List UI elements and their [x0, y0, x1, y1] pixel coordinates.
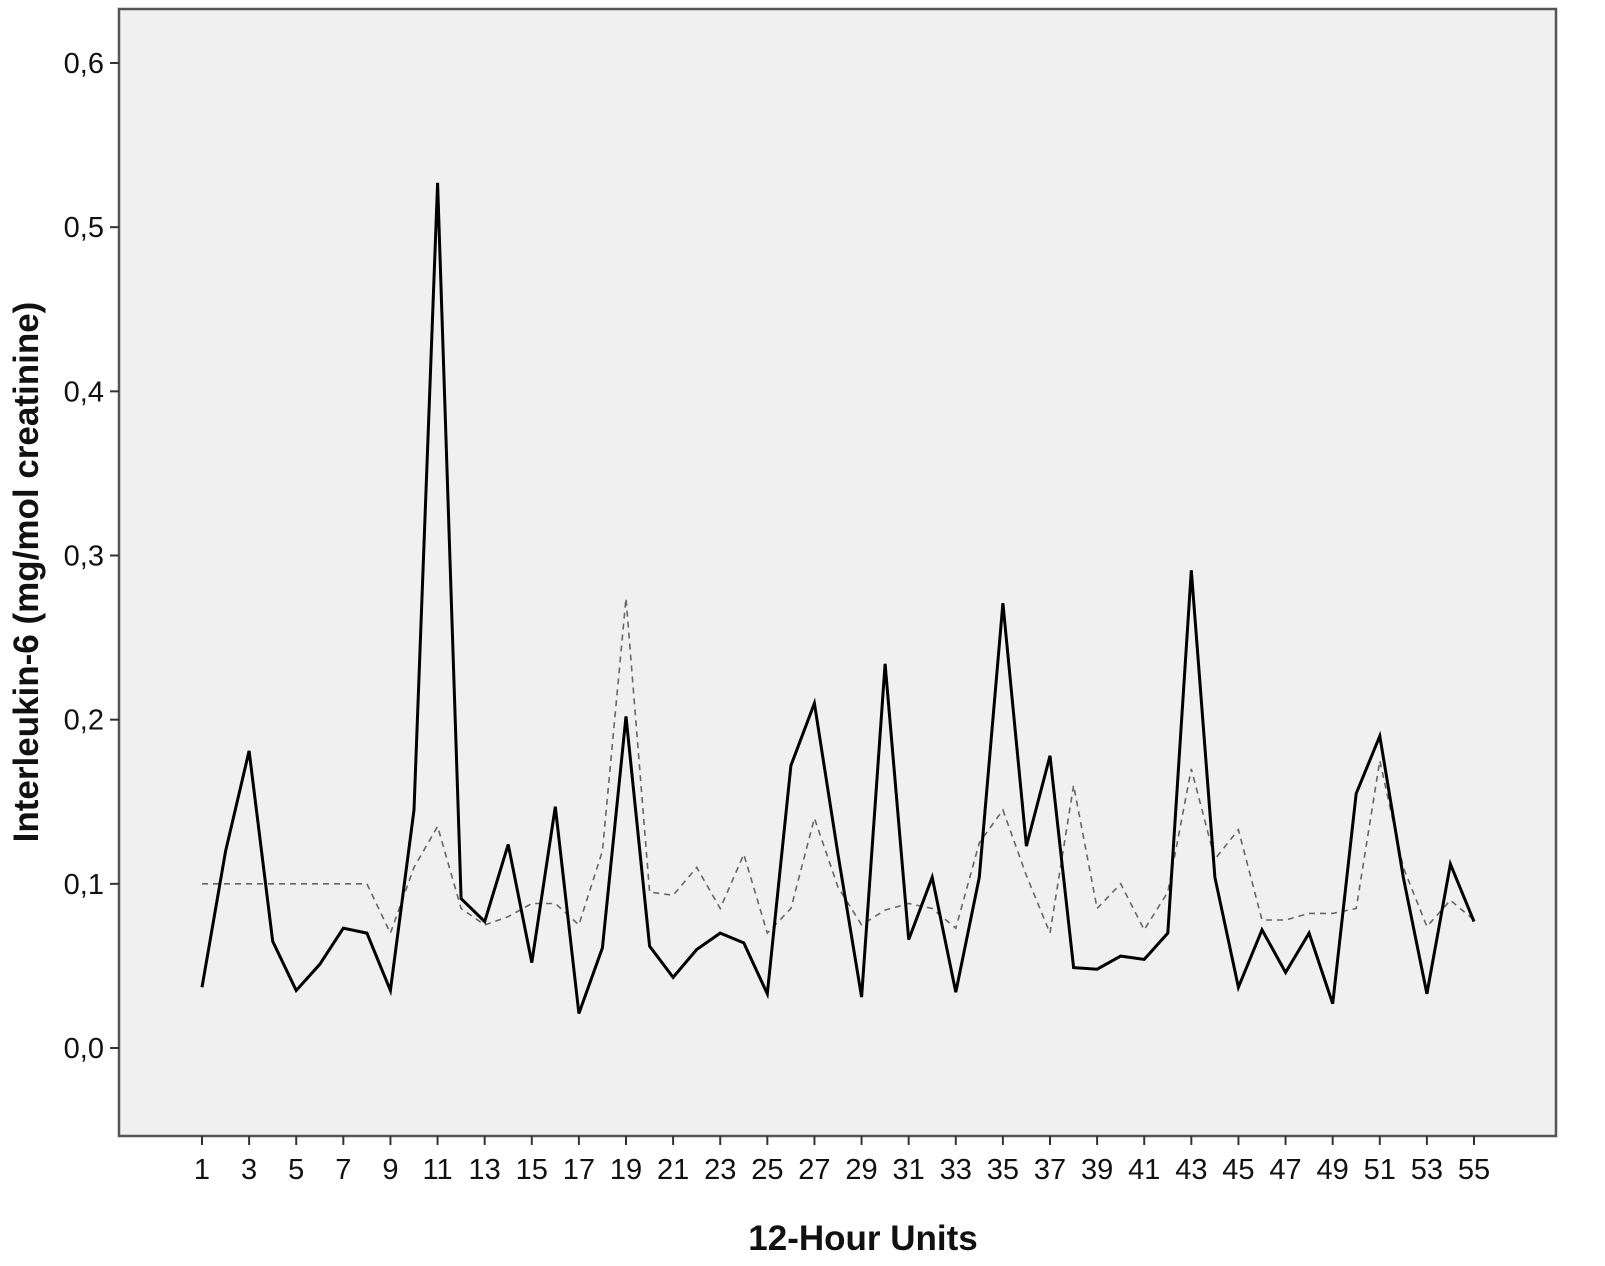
series-layer	[200, 182, 1476, 1015]
x-tick-label: 19	[610, 1154, 642, 1186]
x-tick-label: 39	[1081, 1154, 1113, 1186]
x-tick-label: 21	[657, 1154, 689, 1186]
x-tick-label: 17	[563, 1154, 595, 1186]
y-tick-label: 0,6	[64, 48, 104, 80]
x-tick-label: 11	[423, 1154, 453, 1186]
x-tick-label: 31	[893, 1154, 925, 1186]
plot-area	[117, 7, 1558, 1138]
x-axis-title: 12-Hour Units	[748, 1219, 977, 1258]
x-tick-label: 1	[194, 1154, 210, 1186]
y-tick-label: 0,4	[64, 376, 104, 408]
x-tick-label: 3	[241, 1154, 257, 1186]
x-tick-label: 33	[940, 1154, 972, 1186]
x-tick-label: 7	[335, 1154, 351, 1186]
x-tick-label: 5	[288, 1154, 304, 1186]
x-tick-label: 53	[1411, 1154, 1443, 1186]
y-tick-label: 0,1	[64, 869, 104, 901]
x-axis: 1 3 5 7 9 11 13 15 17 19 21 23 25 27 29 31 33 35 37 39 41 43 4…	[194, 1136, 1490, 1186]
x-tick-label: 15	[516, 1154, 548, 1186]
y-tick-label: 0,0	[64, 1033, 104, 1065]
y-axis: 0,0 0,1 0,2 0,3 0,4 0,5 0,6	[64, 48, 119, 1065]
x-tick-label: 49	[1317, 1154, 1349, 1186]
y-tick-label: 0,3	[64, 541, 104, 573]
y-tick-label: 0,5	[64, 212, 104, 244]
x-tick-label: 29	[845, 1154, 877, 1186]
x-tick-label: 23	[704, 1154, 736, 1186]
x-tick-label: 35	[987, 1154, 1019, 1186]
x-tick-label: 9	[382, 1154, 398, 1186]
y-axis-title: Interleukin-6 (mg/mol creatinine)	[7, 302, 46, 843]
x-tick-label: 47	[1269, 1154, 1301, 1186]
x-tick-label: 25	[751, 1154, 783, 1186]
x-tick-label: 13	[469, 1154, 501, 1186]
x-tick-label: 37	[1034, 1154, 1066, 1186]
dashed-series-line	[202, 598, 1475, 937]
x-tick-label: 51	[1364, 1154, 1396, 1186]
y-tick-label: 0,2	[64, 705, 104, 737]
solid-series-line	[200, 182, 1476, 1015]
x-tick-label: 43	[1175, 1154, 1207, 1186]
x-tick-label: 45	[1222, 1154, 1254, 1186]
x-tick-label: 55	[1458, 1154, 1490, 1186]
x-tick-label: 27	[798, 1154, 830, 1186]
x-tick-label: 41	[1128, 1154, 1160, 1186]
